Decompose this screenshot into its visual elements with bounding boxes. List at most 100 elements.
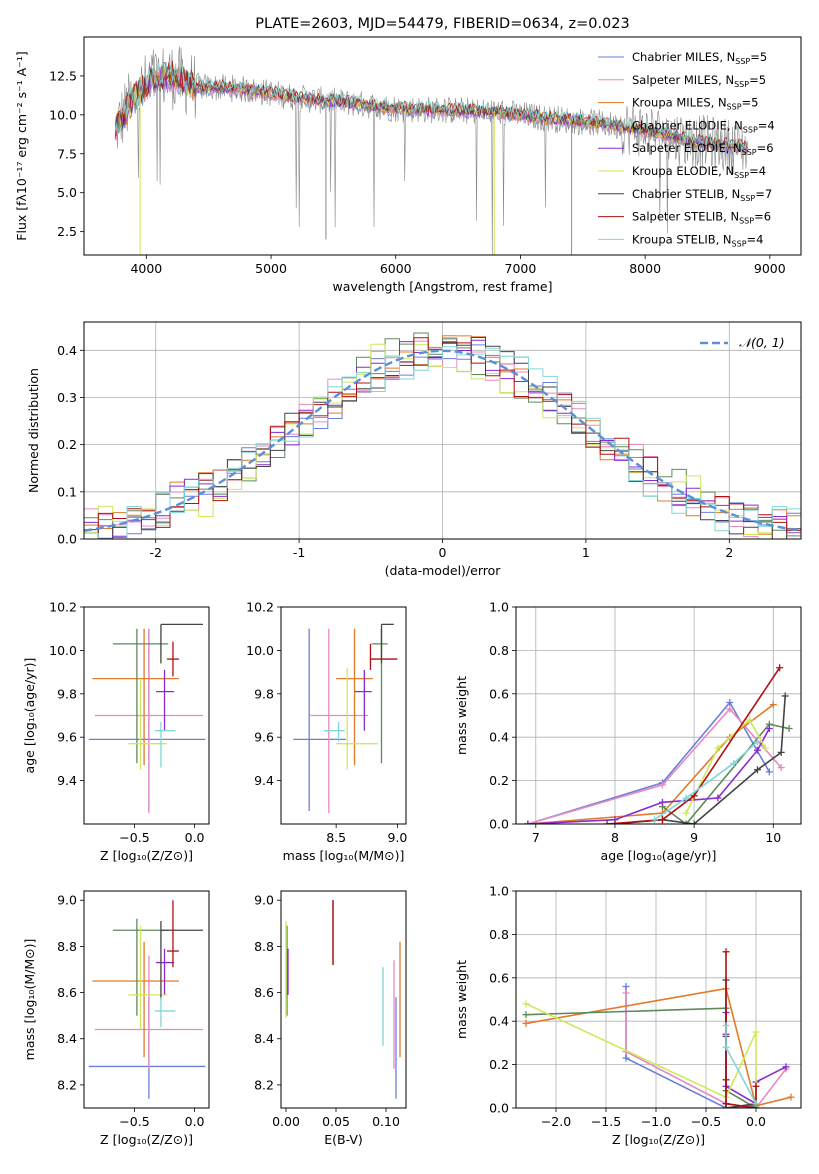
x-axis-label: wavelength [Angstrom, rest frame] — [332, 279, 552, 294]
legend-label: Salpeter STELIB, N — [632, 210, 739, 224]
plus-marker — [622, 982, 630, 990]
weight-series-line — [527, 701, 770, 824]
y-tick-label: 0.1 — [57, 484, 77, 499]
legend-entry: Chabrier STELIB, NSSP=7 — [632, 187, 772, 203]
x-tick-label: 6000 — [380, 261, 412, 276]
model-fit-line — [114, 61, 748, 149]
plus-marker — [726, 698, 734, 706]
x-tick-label: -2 — [149, 545, 161, 560]
weight-series-line — [725, 951, 757, 1108]
errorbar-point — [156, 669, 175, 731]
plot-area — [522, 948, 795, 1108]
x-tick-label: 10 — [765, 830, 781, 845]
legend-suffix: =6 — [757, 141, 774, 155]
plus-marker — [722, 948, 730, 956]
plus-marker — [651, 816, 659, 824]
weight-series-line — [606, 667, 781, 824]
errorbar-point — [166, 900, 179, 968]
y-axis-label: mass weight — [454, 960, 469, 1039]
x-tick-label: −0.5 — [119, 1114, 149, 1129]
errorbar-point — [354, 669, 372, 731]
axes-frame — [280, 890, 407, 1109]
y-tick-label: 0.0 — [489, 1101, 509, 1116]
x-axis-label: E(B-V) — [324, 1132, 363, 1147]
panel-mass-EBV: 0.00 0.05 0.10 8.2 8.4 8.6 8.8 9.0 E(B-V) — [254, 890, 407, 1147]
axes-frame — [515, 606, 802, 825]
errorbar-point — [166, 641, 179, 677]
panel-age-mass: 8.5 9.0 9.4 9.6 9.8 10.0 10.2 mass [log₁₀(M/M⊙)… — [246, 600, 407, 864]
x-tick-label: 9.0 — [387, 830, 407, 845]
plus-marker — [522, 1011, 530, 1019]
y-tick-label: 10.2 — [246, 600, 274, 615]
x-tick-label: 2 — [725, 545, 733, 560]
errorbar-point — [154, 997, 176, 1028]
plus-marker — [524, 820, 532, 824]
y-tick-label: 10.0 — [49, 643, 77, 658]
weight-series-line — [625, 986, 757, 1108]
legend-entry: Kroupa ELODIE, NSSP=4 — [632, 164, 766, 180]
x-tick-label: 0.0 — [746, 1114, 766, 1129]
x-tick-label: 8.5 — [326, 830, 346, 845]
x-axis-label: age [log₁₀(age/yr)] — [601, 848, 717, 863]
y-axis-label: Normed distribution — [26, 368, 41, 493]
errorbar-point — [336, 628, 373, 766]
plus-marker — [785, 725, 793, 733]
plus-marker — [622, 989, 630, 997]
errorbar-point — [336, 667, 378, 770]
errorbar-point — [92, 941, 179, 1058]
y-tick-label: 9.4 — [57, 773, 77, 788]
y-tick-label: 7.5 — [57, 146, 77, 161]
y-tick-label: 1.0 — [489, 884, 509, 899]
legend-suffix: =4 — [758, 118, 775, 132]
plot-area — [84, 332, 801, 539]
legend-suffix: =5 — [742, 96, 759, 110]
errorbar-point — [156, 948, 175, 995]
y-tick-label: 5.0 — [57, 185, 77, 200]
y-tick-label: 12.5 — [49, 68, 77, 83]
x-tick-label: 7000 — [505, 261, 537, 276]
errorbar-point — [369, 643, 398, 670]
plus-marker — [769, 701, 777, 709]
y-tick-label: 8.4 — [57, 1031, 77, 1046]
legend-label: Kroupa STELIB, N — [632, 232, 732, 246]
plus-marker — [787, 1093, 795, 1101]
plus-marker — [753, 738, 761, 746]
plus-marker — [722, 1022, 730, 1030]
y-tick-label: 9.0 — [57, 893, 77, 908]
y-tick-label: 0.0 — [489, 817, 509, 832]
weight-series-line — [527, 707, 782, 824]
x-tick-label: 7 — [532, 830, 540, 845]
legend-entry: Chabrier MILES, NSSP=5 — [632, 50, 767, 66]
x-axis-label: Z [log₁₀(Z/Z⊙)] — [100, 1132, 193, 1147]
histogram-series — [84, 343, 801, 539]
plus-marker — [761, 744, 769, 752]
legend-label: Chabrier STELIB, N — [632, 187, 740, 201]
errorbar-point — [92, 628, 179, 766]
errorbar-point — [293, 628, 346, 811]
y-tick-label: 9.8 — [57, 686, 77, 701]
y-tick-label: 8.8 — [254, 939, 274, 954]
legend-label: Chabrier MILES, N — [632, 50, 735, 64]
plus-marker — [777, 764, 785, 772]
weight-series-line — [654, 740, 759, 821]
x-tick-label: 8 — [611, 830, 619, 845]
y-tick-label: 0.2 — [489, 1057, 509, 1072]
plus-marker — [726, 705, 734, 713]
plot-area — [88, 900, 206, 1099]
legend-entry: 𝒩(0, 1) — [739, 335, 785, 350]
normal-curve — [84, 349, 801, 532]
x-tick-label: 0.00 — [272, 1114, 300, 1129]
plot-area — [293, 623, 398, 814]
y-axis-label: mass [log₁₀(M/M⊙)] — [22, 939, 37, 1061]
plus-marker — [603, 820, 611, 824]
panel-mass-weight-age: 7 8 9 10 0.0 0.2 0.4 0.6 0.8 1.0 age [log₁₀(age/yr… — [454, 600, 802, 863]
plus-marker — [730, 759, 738, 767]
y-tick-label: 0.2 — [57, 437, 77, 452]
legend-label: Kroupa MILES, N — [632, 96, 727, 110]
y-tick-label: 0.4 — [489, 1014, 509, 1029]
weight-series-line — [525, 1003, 757, 1108]
plus-marker — [777, 748, 785, 756]
weight-series-line — [527, 728, 771, 824]
y-tick-label: 8.2 — [254, 1077, 274, 1092]
